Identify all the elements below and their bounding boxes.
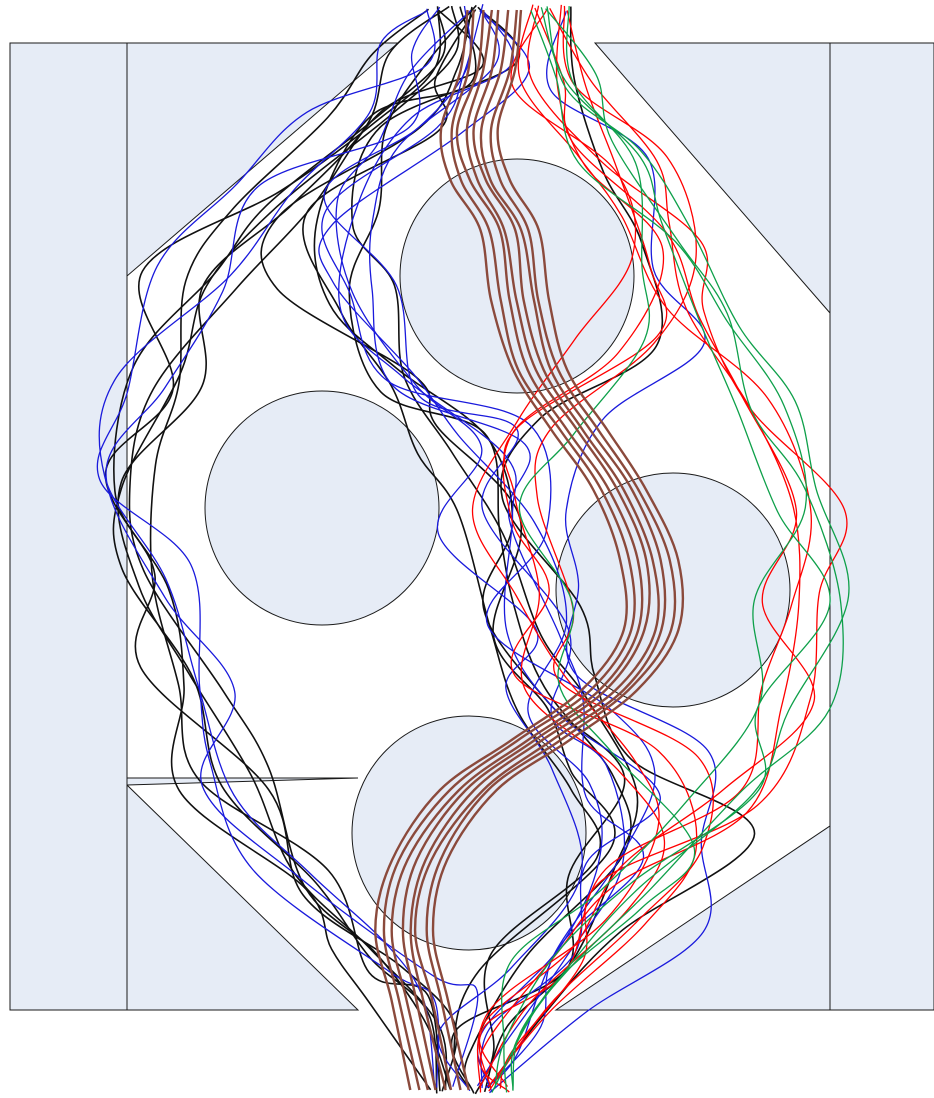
streamline-green: [501, 10, 808, 1093]
left-lower-wedge: [126, 783, 360, 1011]
streamline-blue: [323, 5, 626, 1087]
streamline-red: [478, 7, 816, 1087]
streamline-brown: [401, 9, 651, 1091]
streamline-blue: [96, 8, 440, 1088]
streamline-brown: [409, 9, 660, 1091]
streamline-black: [113, 11, 458, 1092]
streamline-red: [478, 4, 812, 1089]
obstacle-bottom: [351, 715, 587, 951]
streamline-brown: [413, 9, 667, 1091]
streamline-green: [491, 6, 696, 1093]
streamline-black: [487, 6, 756, 1089]
streamline-green: [510, 6, 850, 1091]
streamline-red: [499, 5, 848, 1089]
streamline-brown: [390, 9, 644, 1091]
streamline-blue: [318, 10, 603, 1091]
obstacle-top: [399, 158, 635, 394]
streamline-brown: [374, 9, 628, 1091]
left-strip: [9, 42, 128, 1011]
streamline-green: [494, 7, 831, 1088]
streamline-red: [471, 9, 660, 1093]
obstacle-right: [555, 472, 791, 708]
streamline-blue: [338, 9, 661, 1089]
streamline-blue: [368, 11, 644, 1089]
paths-green-group: [491, 6, 850, 1093]
streamline-red: [478, 10, 668, 1089]
streamline-red: [487, 4, 698, 1088]
left-wall-lower-wedge: [126, 777, 359, 786]
paths-blue-group: [96, 4, 717, 1094]
paths-brown-group: [374, 9, 685, 1091]
streamline-blue: [489, 11, 717, 1094]
paths-red-group: [471, 4, 848, 1093]
streamline-brown: [431, 9, 685, 1091]
streamline-blue: [105, 6, 479, 1087]
streamline-blue: [98, 10, 436, 1086]
streamline-black: [112, 5, 460, 1094]
obstacle-left: [204, 390, 440, 626]
wall-group: [9, 42, 934, 1011]
streamline-brown: [382, 9, 636, 1091]
streamline-black: [351, 6, 639, 1093]
right-wall-lower-block: [554, 825, 831, 1011]
streamline-black: [149, 8, 441, 1092]
streamline-red: [488, 5, 714, 1092]
right-strip: [829, 42, 934, 1011]
streamline-blue: [335, 10, 583, 1092]
streamline-green: [512, 8, 844, 1090]
streamline-brown: [425, 9, 677, 1091]
